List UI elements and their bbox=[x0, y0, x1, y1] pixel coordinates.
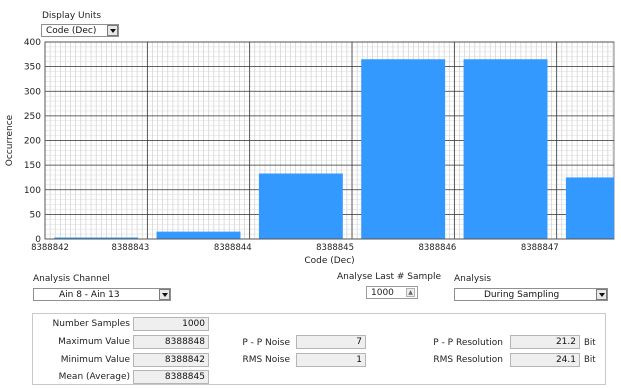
histogram-bar bbox=[463, 59, 548, 239]
histogram-bar bbox=[156, 231, 241, 239]
analysis-select[interactable]: During Sampling bbox=[454, 288, 608, 301]
y-tick-label: 150 bbox=[24, 161, 41, 171]
rms-resolution-label: RMS Resolution bbox=[433, 355, 503, 365]
analysis-channel-value: Ain 8 - Ain 13 bbox=[59, 290, 120, 300]
pp-resolution-label: P - P Resolution bbox=[433, 338, 503, 348]
number-samples-value: 1000 bbox=[133, 317, 209, 331]
rms-resolution-unit: Bit bbox=[584, 355, 596, 365]
chevron-down-icon[interactable] bbox=[159, 289, 170, 300]
analyse-last-value: 1000 bbox=[371, 288, 394, 298]
pp-noise-label: P - P Noise bbox=[242, 338, 290, 348]
minimum-value-value: 8388842 bbox=[133, 353, 209, 367]
analysis-label: Analysis bbox=[454, 274, 492, 284]
x-tick-label: 8388843 bbox=[111, 243, 149, 253]
chevron-down-icon[interactable] bbox=[596, 289, 607, 300]
pp-resolution-unit: Bit bbox=[584, 338, 596, 348]
number-samples-label: Number Samples bbox=[52, 319, 130, 329]
maximum-value-value: 8388848 bbox=[133, 335, 209, 349]
y-tick-label: 400 bbox=[24, 38, 41, 48]
y-tick-label: 50 bbox=[30, 210, 42, 220]
x-tick-label: 8388847 bbox=[521, 243, 559, 253]
spinner-arrows-icon[interactable]: ▲ bbox=[406, 288, 415, 297]
statistics-panel: Number Samples 1000 Maximum Value 838884… bbox=[32, 313, 606, 385]
x-axis-title: Code (Dec) bbox=[304, 256, 354, 266]
analysis-channel-label: Analysis Channel bbox=[33, 274, 110, 284]
histogram-bar bbox=[54, 237, 139, 239]
histogram-bar bbox=[565, 177, 614, 239]
analysis-channel-select[interactable]: Ain 8 - Ain 13 bbox=[33, 288, 171, 301]
analyse-last-label: Analyse Last # Sample bbox=[337, 272, 442, 282]
y-tick-label: 200 bbox=[24, 137, 41, 147]
y-tick-label: 100 bbox=[24, 186, 41, 196]
pp-noise-value: 7 bbox=[296, 335, 366, 349]
display-units-label: Display Units bbox=[42, 11, 102, 21]
x-tick-label: 8388846 bbox=[418, 243, 456, 253]
analyse-last-spinner[interactable]: 1000 ▲ bbox=[366, 286, 418, 299]
display-units-select[interactable]: Code (Dec) bbox=[41, 24, 119, 37]
rms-resolution-value: 24.1 bbox=[510, 353, 580, 367]
histogram-bar bbox=[361, 59, 446, 239]
mean-value: 8388845 bbox=[133, 370, 209, 384]
histogram-chart: 0 50 100 150 200 250 300 350 400 8388842 8388843 83… bbox=[5, 38, 615, 266]
mean-label: Mean (Average) bbox=[58, 372, 130, 382]
rms-noise-value: 1 bbox=[296, 353, 366, 367]
x-tick-label: 8388842 bbox=[31, 243, 69, 253]
analysis-value: During Sampling bbox=[484, 290, 560, 300]
x-tick-label: 8388844 bbox=[214, 243, 252, 253]
chevron-down-icon[interactable] bbox=[107, 25, 118, 36]
pp-resolution-value: 21.2 bbox=[510, 335, 580, 349]
y-axis-title: Occurrence bbox=[5, 114, 15, 166]
rms-noise-label: RMS Noise bbox=[242, 355, 290, 365]
histogram-bar bbox=[258, 173, 343, 239]
maximum-value-label: Maximum Value bbox=[58, 337, 130, 347]
y-tick-label: 250 bbox=[24, 112, 41, 122]
y-tick-label: 350 bbox=[24, 63, 41, 73]
y-tick-label: 0 bbox=[35, 235, 41, 245]
display-units-value: Code (Dec) bbox=[46, 26, 97, 36]
minimum-value-label: Minimum Value bbox=[60, 355, 130, 365]
y-tick-label: 300 bbox=[24, 87, 41, 97]
x-tick-label: 8388845 bbox=[316, 243, 354, 253]
